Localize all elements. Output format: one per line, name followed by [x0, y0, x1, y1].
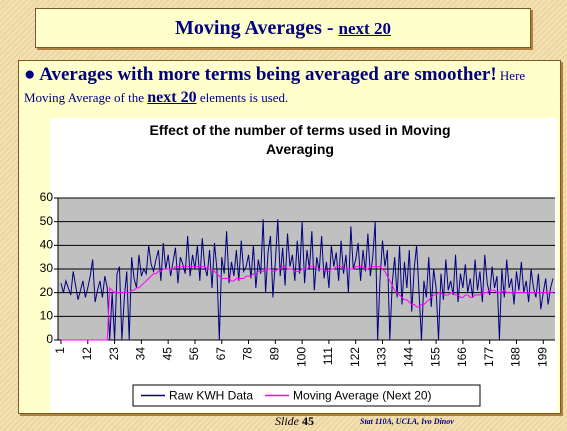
legend-label: Raw KWH Data: [169, 389, 253, 403]
y-tick-label: 0: [46, 332, 53, 346]
y-tick-label: 50: [40, 214, 54, 228]
bullet-link: next 20: [147, 89, 197, 106]
x-tick-label: 34: [134, 347, 148, 361]
x-tick-label: 111: [321, 347, 335, 366]
x-tick-label: 144: [401, 347, 415, 367]
title-box: Moving Averages - next 20: [35, 8, 531, 48]
x-tick-label: 45: [160, 347, 174, 361]
series-line: [60, 219, 554, 341]
legend-label: Moving Average (Next 20): [293, 389, 432, 403]
slide-title: Moving Averages -: [175, 17, 339, 39]
x-tick-label: 56: [187, 347, 201, 361]
x-tick-label: 199: [535, 347, 549, 367]
bullet: ● Averages with more terms being average…: [24, 64, 526, 106]
y-tick-label: 20: [40, 285, 54, 299]
footer: Slide 45: [275, 414, 314, 429]
x-tick-label: 89: [268, 347, 282, 361]
legend-box: [132, 384, 481, 407]
x-tick-label: 122: [348, 347, 362, 367]
x-tick-label: 67: [214, 347, 228, 361]
y-tick-label: 40: [40, 238, 54, 252]
x-tick-label: 23: [107, 347, 121, 361]
x-tick-label: 1: [53, 347, 67, 354]
series-line: [61, 266, 553, 341]
x-tick-label: 188: [509, 347, 523, 367]
x-tick-label: 177: [482, 347, 496, 367]
x-tick-label: 78: [241, 347, 255, 361]
y-tick-label: 60: [40, 190, 54, 204]
x-tick-label: 133: [375, 347, 389, 367]
x-tick-label: 166: [455, 347, 469, 367]
bullet-end: elements is used.: [196, 90, 289, 105]
footer-number: 45: [302, 414, 314, 428]
y-tick-label: 10: [40, 309, 54, 323]
bullet-text: Here Moving Average of the: [24, 68, 526, 105]
chart-title: Effect of the number of terms used in Mo…: [149, 122, 451, 157]
y-tick-label: 30: [40, 261, 54, 275]
footer-credit: Stat 110A, UCLA, Ivo Dinov: [360, 417, 454, 426]
bullet-bold: Averages with more terms being averaged …: [39, 64, 497, 85]
x-tick-label: 12: [80, 347, 94, 361]
x-tick-label: 155: [428, 347, 442, 367]
footer-slide: Slide: [275, 414, 299, 428]
x-tick-label: 100: [294, 347, 308, 367]
title-link: next 20: [338, 19, 391, 38]
